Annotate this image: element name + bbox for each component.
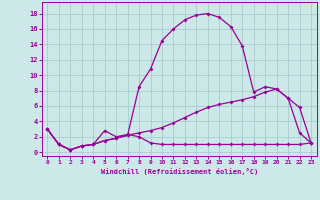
X-axis label: Windchill (Refroidissement éolien,°C): Windchill (Refroidissement éolien,°C) — [100, 168, 258, 175]
